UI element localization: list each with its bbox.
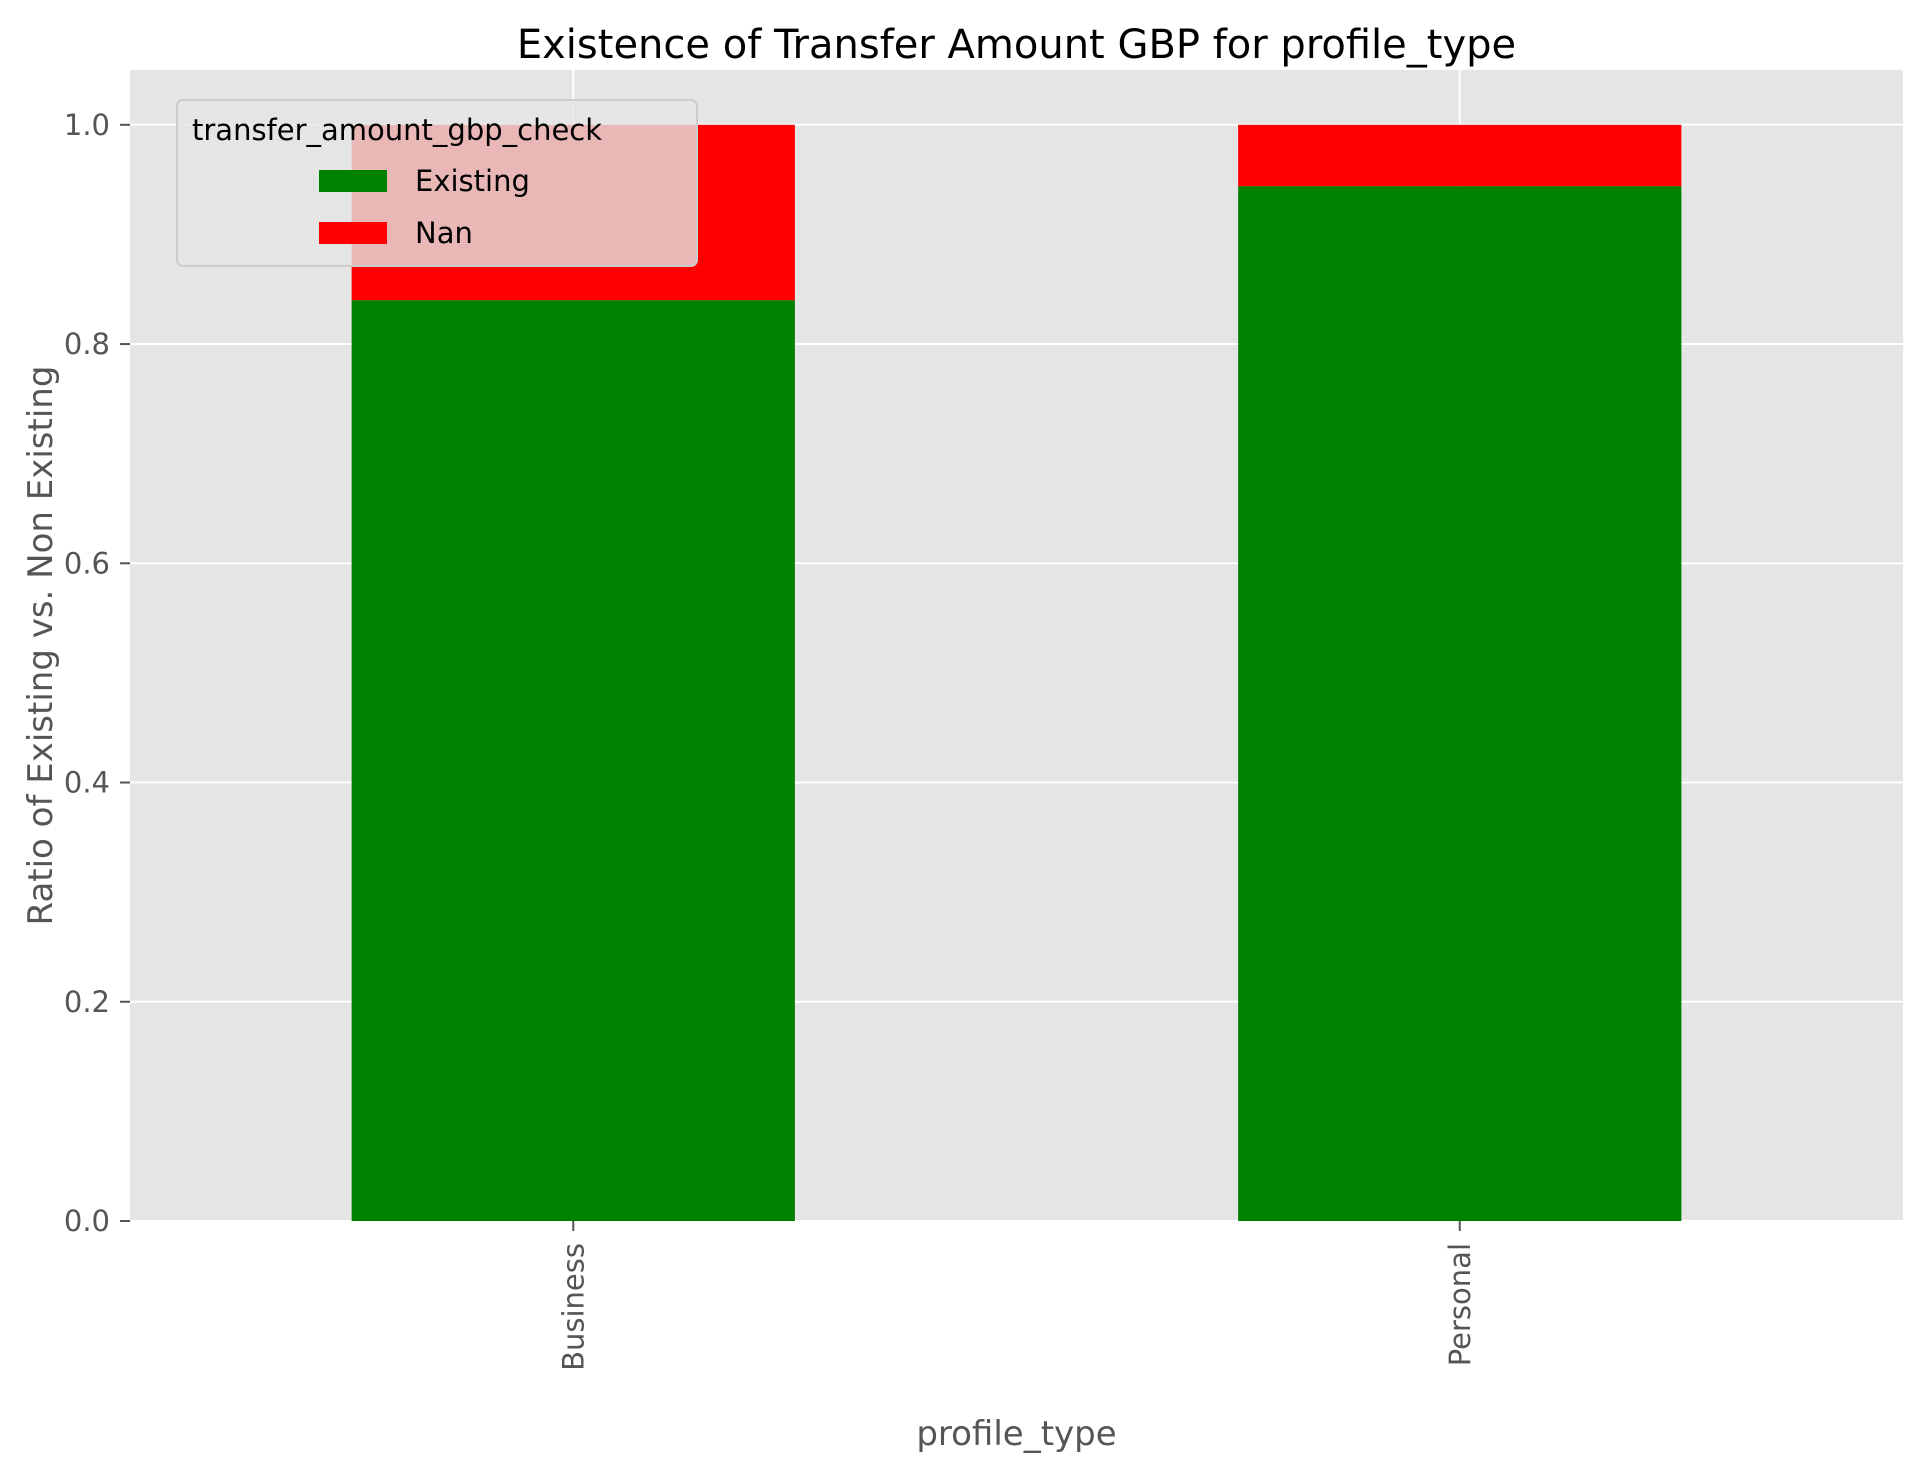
bar-nan-personal: [1238, 124, 1682, 187]
x-tick-label: Personal: [1443, 1243, 1477, 1366]
bar-existing-business: [351, 300, 795, 1221]
legend-items: Existing Nan: [319, 164, 530, 250]
y-tick-label: 0.4: [64, 766, 110, 800]
legend-swatch-existing: [319, 170, 387, 192]
y-tick-label: 0.6: [64, 546, 110, 580]
x-axis: Business Personal: [556, 1221, 1477, 1371]
y-tick-label: 0.8: [64, 327, 110, 361]
legend-swatch-nan: [319, 222, 387, 244]
y-tick-label: 0.2: [64, 985, 110, 1019]
y-axis-title: Ratio of Existing vs. Non Existing: [21, 366, 61, 926]
legend: transfer_amount_gbp_check Existing Nan: [176, 99, 698, 267]
legend-label-existing: Existing: [415, 164, 530, 198]
y-tick-label: 0.0: [64, 1204, 110, 1238]
bars-layer: [351, 124, 1682, 1222]
x-axis-title: profile_type: [916, 1414, 1116, 1454]
legend-title: transfer_amount_gbp_check: [192, 113, 602, 147]
legend-label-nan: Nan: [415, 216, 473, 250]
y-axis: 0.0 0.2 0.4 0.6 0.8 1.0: [64, 108, 130, 1238]
x-tick-label: Business: [556, 1243, 590, 1371]
chart-title: Existence of Transfer Amount GBP for pro…: [517, 22, 1516, 68]
bar-existing-personal: [1238, 186, 1682, 1222]
legend-box: [176, 99, 698, 267]
y-tick-label: 1.0: [64, 108, 110, 142]
